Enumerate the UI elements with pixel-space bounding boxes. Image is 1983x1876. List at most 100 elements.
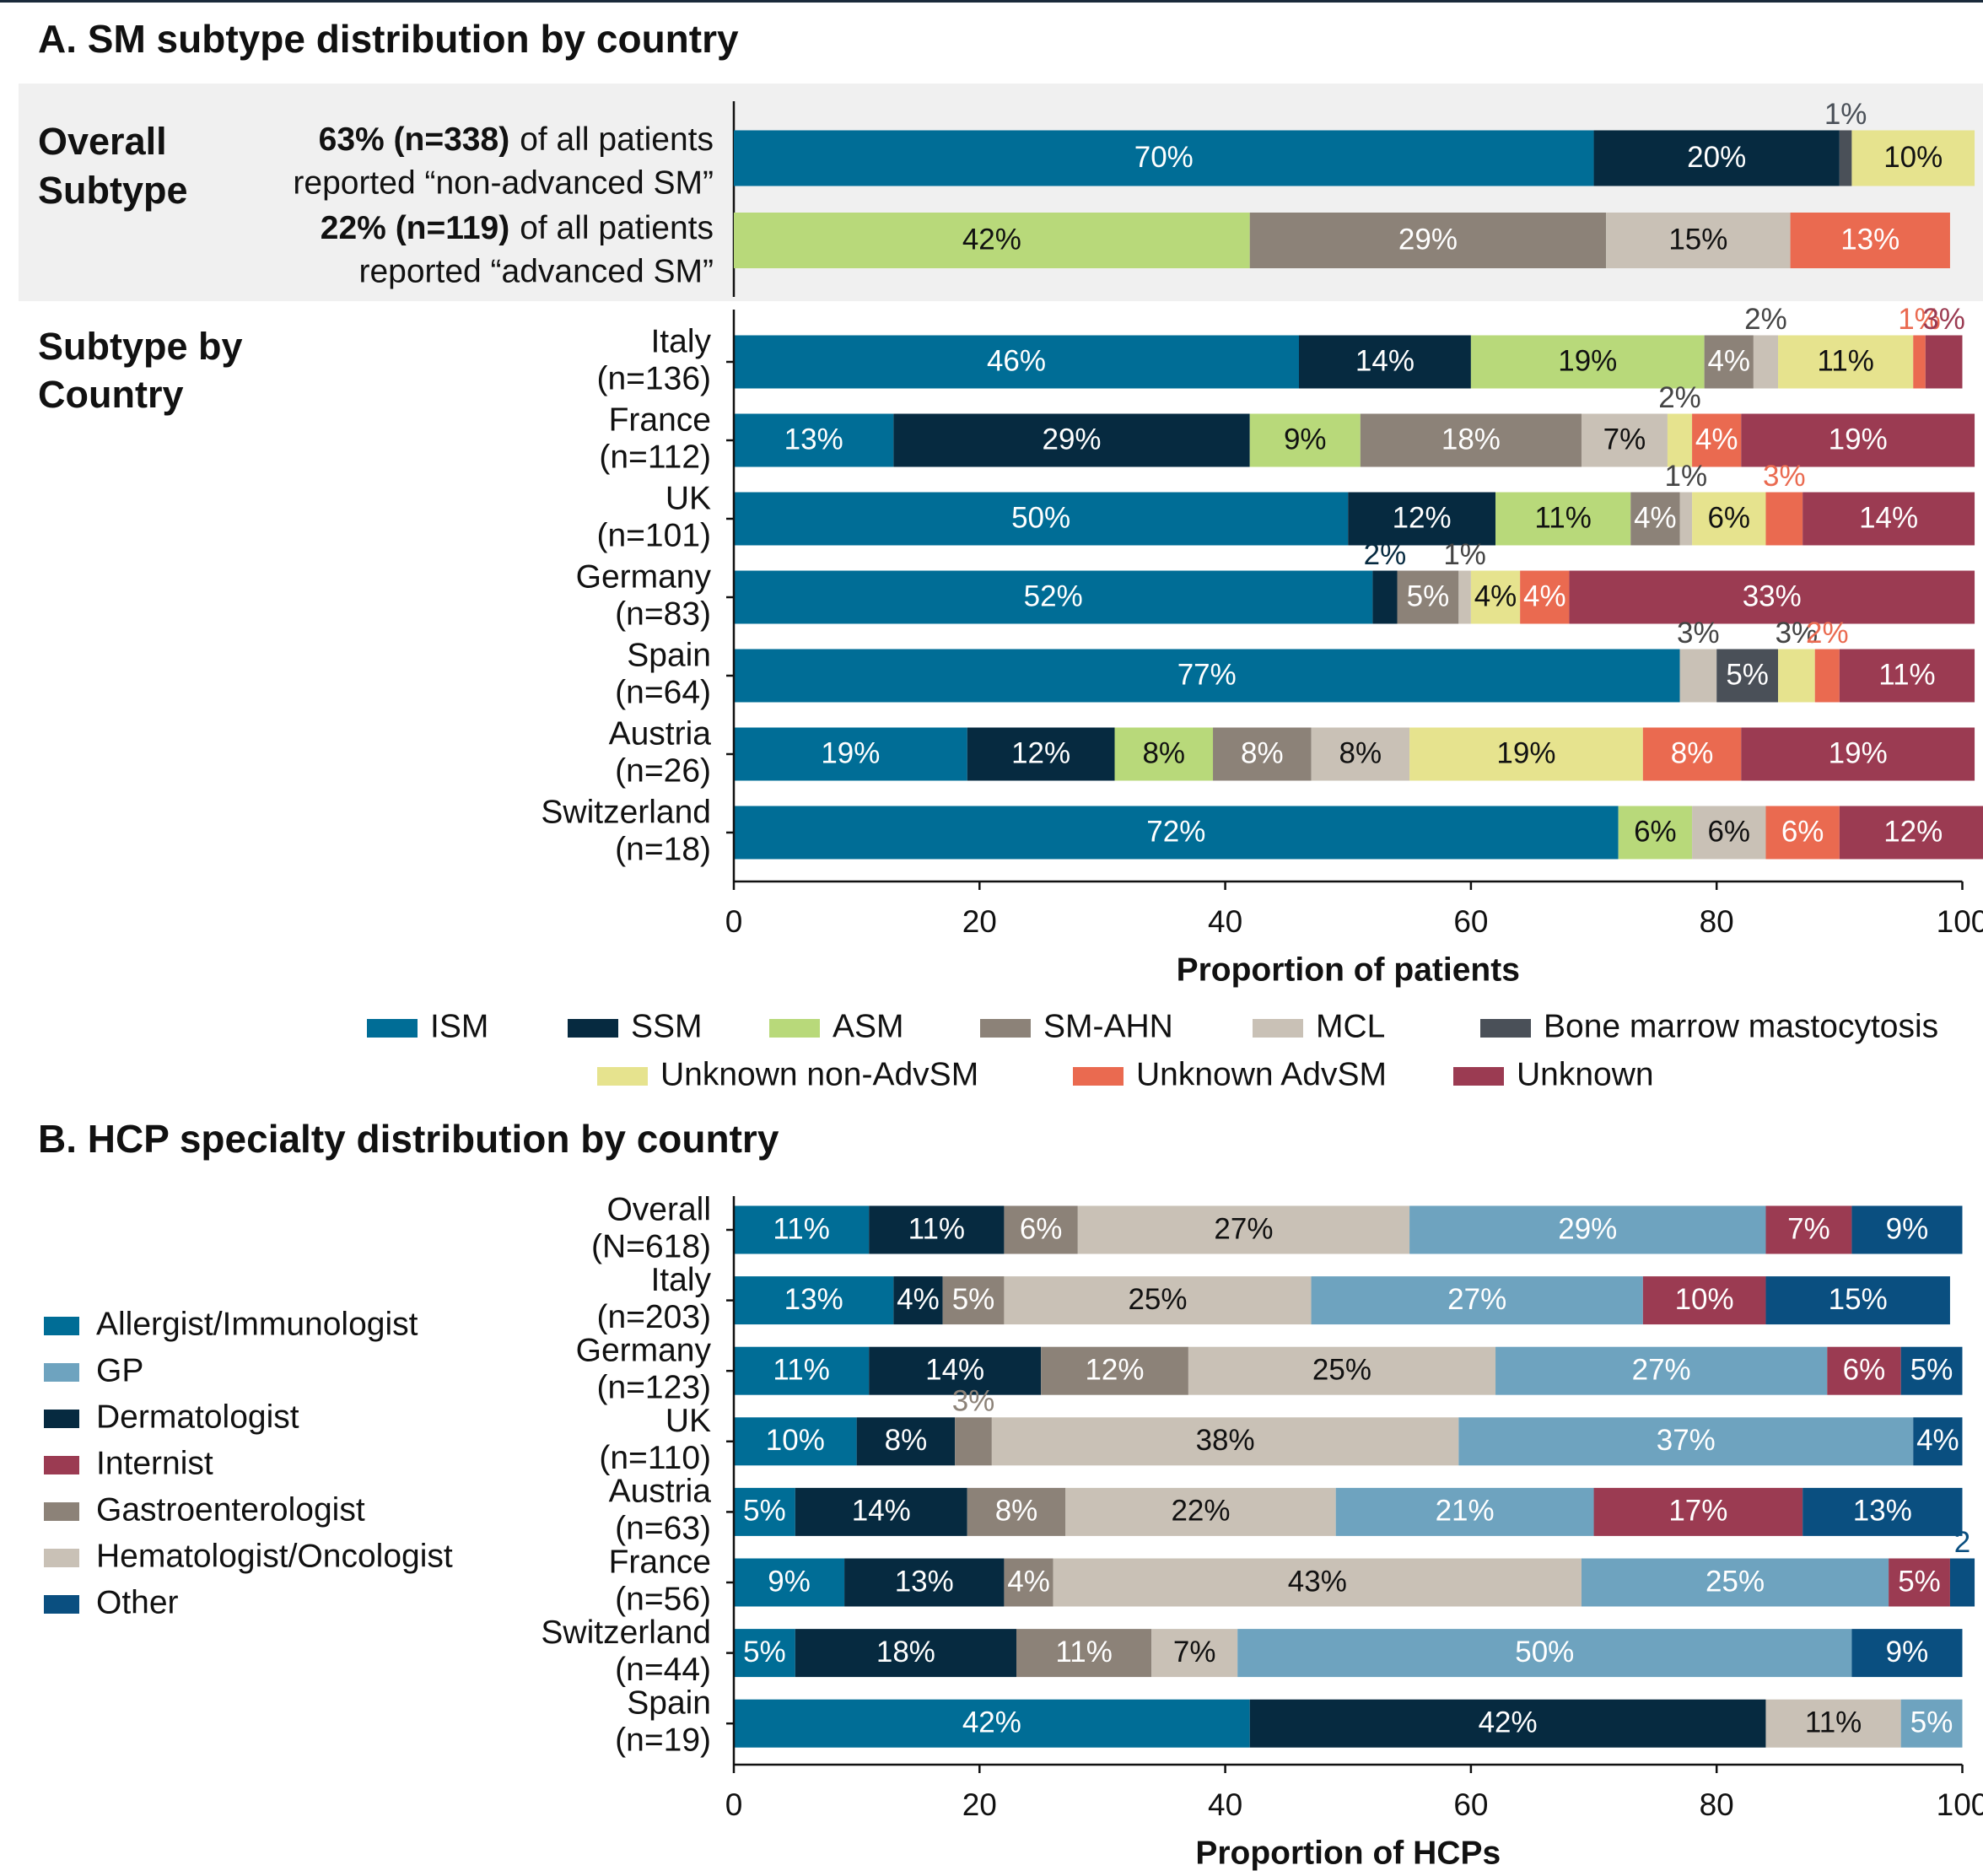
bar-segment (1298, 335, 1471, 389)
bar-segment (1913, 335, 1926, 389)
bar-segment (1237, 1629, 1852, 1678)
category-label: Austria (609, 715, 712, 752)
value-label: 19% (1496, 736, 1555, 769)
overall-row-label: 63% (n=338) of all patients (319, 121, 714, 158)
bar-segment (734, 1205, 870, 1254)
category-label: France (609, 1544, 711, 1580)
bar-segment (1630, 492, 1680, 546)
bar-segment (1765, 1276, 1950, 1325)
value-label: 37% (1657, 1424, 1716, 1457)
category-label: Switzerland (541, 1615, 711, 1651)
value-label: 14% (925, 1353, 984, 1386)
bar-segment (967, 1487, 1066, 1536)
bar-segment (1520, 570, 1570, 624)
value-label: 12% (1011, 736, 1070, 769)
value-label: 6% (1781, 815, 1824, 848)
panel-a-title: A. SM subtype distribution by country (38, 17, 739, 61)
bar-segment (1581, 1558, 1889, 1607)
legend-swatch (44, 1502, 79, 1521)
legend-label: SM-AHN (1043, 1008, 1173, 1044)
bar-segment (734, 335, 1299, 389)
value-label: 5% (743, 1636, 786, 1668)
value-label: 2% (1658, 381, 1701, 414)
bar-segment (795, 1487, 967, 1536)
value-label: 6% (1843, 1353, 1886, 1386)
category-label: (n=56) (615, 1581, 711, 1617)
bar-segment (1458, 1417, 1914, 1466)
bar-segment (1913, 1417, 1963, 1466)
x-tick-label: 40 (1208, 1787, 1242, 1822)
value-label: 5% (1407, 580, 1450, 612)
legend-swatch (568, 1019, 618, 1038)
legend-label: ASM (833, 1008, 904, 1044)
bar-segment (734, 492, 1349, 546)
value-label: 29% (1043, 423, 1102, 456)
value-label: 13% (784, 423, 843, 456)
category-label: (n=26) (615, 752, 711, 789)
category-label: (n=112) (599, 439, 711, 475)
value-label: 3% (952, 1385, 995, 1418)
value-label: 10% (766, 1424, 825, 1457)
overall-row-label: reported “non-advanced SM” (293, 164, 714, 201)
bar-segment (1839, 130, 1852, 186)
value-label: 20% (1687, 141, 1746, 174)
value-label: 72% (1146, 815, 1205, 848)
bar-segment (1114, 727, 1214, 781)
bar-segment (856, 1417, 956, 1466)
value-label: 4% (1695, 423, 1738, 456)
value-label: 8% (1142, 736, 1185, 769)
bar-segment (1692, 492, 1766, 546)
bar-segment (1311, 727, 1410, 781)
x-tick-label: 40 (1208, 904, 1242, 939)
value-label: 13% (784, 1283, 843, 1316)
bar-segment (1618, 806, 1693, 860)
bar-segment (1716, 649, 1779, 703)
legend-label: SSM (631, 1008, 703, 1044)
bar-segment (893, 1276, 943, 1325)
bar-segment (1692, 413, 1742, 467)
bar-segment (1593, 1487, 1803, 1536)
value-label: 1% (1664, 460, 1707, 493)
value-label: 5% (952, 1283, 995, 1316)
bar-segment (1581, 413, 1668, 467)
legend-swatch (367, 1019, 418, 1038)
overall-row-label: reported “advanced SM” (358, 253, 714, 289)
value-label: 14% (852, 1495, 911, 1528)
bar-segment (1692, 806, 1766, 860)
bar-segment (734, 1699, 1250, 1748)
bar-segment (1470, 570, 1521, 624)
bar-segment (1765, 1205, 1852, 1254)
value-label: 19% (821, 736, 880, 769)
legend-label: Hematologist/Oncologist (96, 1538, 453, 1574)
legend-swatch (44, 1549, 79, 1567)
value-label: 42% (1479, 1706, 1538, 1739)
bar-segment (734, 1276, 894, 1325)
value-label: 25% (1128, 1283, 1187, 1316)
category-label: (n=203) (596, 1299, 711, 1335)
bar-segment (1679, 649, 1717, 703)
value-label: 15% (1668, 223, 1727, 256)
value-label: 25% (1312, 1353, 1371, 1386)
value-label: 10% (1883, 141, 1943, 174)
value-label: 1% (1898, 303, 1941, 336)
value-label: 11% (1817, 344, 1873, 377)
category-label: Italy (650, 1262, 711, 1298)
legend-swatch (44, 1595, 79, 1614)
bar-segment (942, 1276, 1005, 1325)
category-label: (n=83) (615, 596, 711, 632)
bar-segment (734, 806, 1619, 860)
legend-label: Gastroenterologist (96, 1491, 365, 1528)
bar-segment (1004, 1276, 1312, 1325)
value-label: 9% (1886, 1636, 1929, 1668)
bar-segment (1188, 1346, 1496, 1395)
legend-swatch (597, 1067, 648, 1086)
x-tick-label: 80 (1700, 1787, 1734, 1822)
bar-segment (1495, 1346, 1828, 1395)
bar-segment (1839, 649, 1975, 703)
category-label: UK (665, 480, 711, 516)
x-tick-label: 20 (962, 904, 997, 939)
legend-label: Dermatologist (96, 1399, 299, 1435)
bar-segment (1409, 727, 1643, 781)
value-label: 6% (1020, 1212, 1063, 1245)
bar-segment (1593, 130, 1840, 186)
